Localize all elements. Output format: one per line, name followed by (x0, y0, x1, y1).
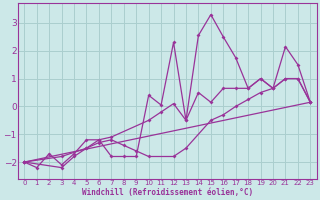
X-axis label: Windchill (Refroidissement éolien,°C): Windchill (Refroidissement éolien,°C) (82, 188, 253, 197)
